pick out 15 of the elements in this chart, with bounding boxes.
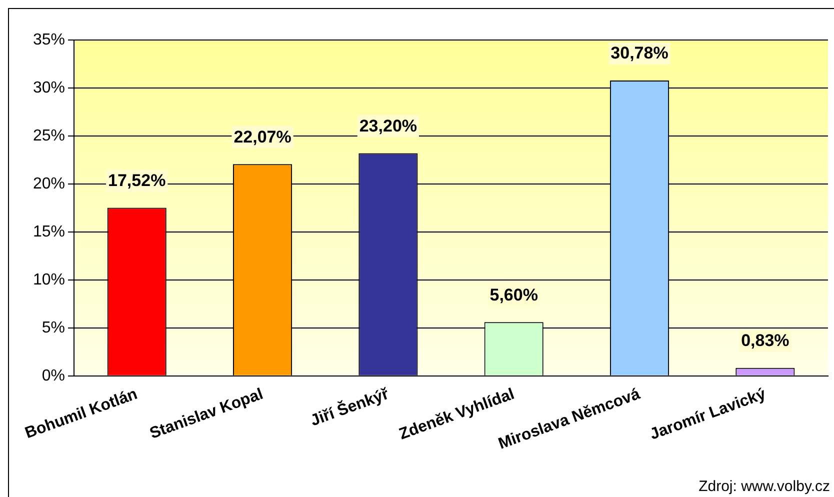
data-label: 5,60% (490, 285, 538, 304)
data-label: 23,20% (359, 116, 418, 136)
y-tick-label: 0% (42, 367, 66, 384)
text: Zdroj: www.volby.cz (698, 478, 830, 495)
y-tick-label: 5% (42, 319, 66, 336)
data-label: 30,78% (610, 44, 668, 63)
data-label: 22,07% (234, 127, 292, 146)
y-tick-label: 25% (32, 127, 66, 144)
y-tick-label: 10% (32, 271, 66, 288)
y-tick-label: 15% (32, 223, 66, 240)
y-tick-label: 30% (32, 79, 66, 96)
data-label: 0,83% (741, 331, 790, 350)
data-label: 17,52% (108, 170, 166, 190)
y-tick-label: 35% (32, 31, 66, 48)
y-tick-label: 20% (32, 175, 66, 192)
